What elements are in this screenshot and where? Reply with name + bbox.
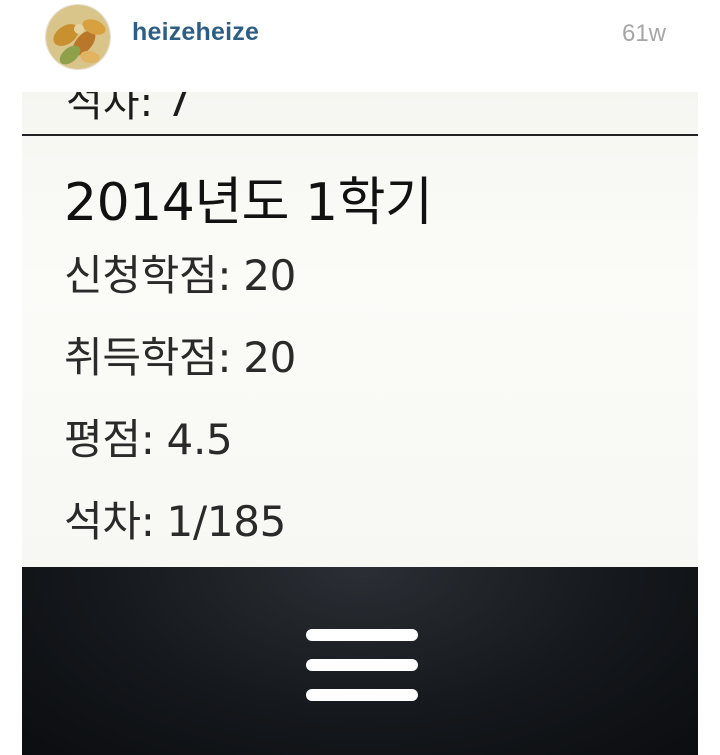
menu-bar-middle (306, 659, 418, 671)
stat-value: 4.5 (166, 415, 233, 464)
stat-label: 신청학점 (64, 251, 218, 300)
stat-separator: : (140, 497, 155, 546)
stat-label: 평점 (64, 415, 141, 464)
stat-value: 20 (243, 333, 297, 382)
divider (22, 134, 698, 136)
semester-title: 2014년도 1학기 (64, 173, 433, 233)
previous-rank-line: 석차: 7 (66, 92, 192, 126)
food-avatar-icon (46, 5, 110, 69)
avatar[interactable] (45, 4, 111, 70)
post-timestamp: 61w (621, 20, 666, 47)
bottom-nav-bar (22, 567, 698, 755)
stat-label: 석차 (64, 497, 141, 546)
post-header: heizeheize 61w (0, 0, 720, 88)
grade-screen: 석차: 7 2014년도 1학기 신청학점: 20 취득학점: 20 평점: 4.5 … (22, 92, 698, 567)
stat-value: 1/185 (166, 497, 287, 546)
stat-earned-credits: 취득학점: 20 (64, 324, 296, 385)
menu-bar-bottom (306, 689, 418, 701)
hamburger-menu-icon[interactable] (302, 629, 422, 705)
post-photo: 석차: 7 2014년도 1학기 신청학점: 20 취득학점: 20 평점: 4.5 … (22, 92, 698, 755)
username-link[interactable]: heizeheize (132, 18, 260, 46)
stat-label: 취득학점 (64, 333, 218, 382)
stat-separator: : (217, 251, 232, 300)
stat-gpa: 평점: 4.5 (64, 406, 233, 467)
stat-separator: : (217, 333, 232, 382)
stat-separator: : (140, 415, 155, 464)
menu-bar-top (306, 629, 418, 641)
stat-rank: 석차: 1/185 (64, 488, 286, 549)
stat-value: 20 (243, 251, 297, 300)
stat-applied-credits: 신청학점: 20 (64, 242, 296, 303)
